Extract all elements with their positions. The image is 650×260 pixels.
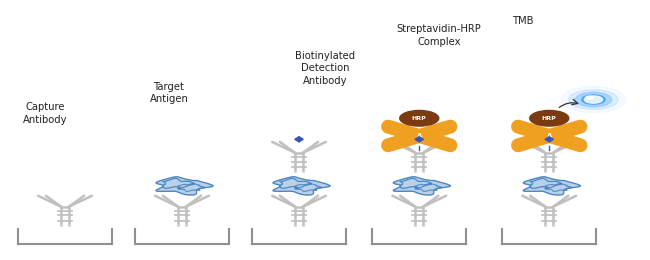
Circle shape xyxy=(584,96,603,103)
Text: TMB: TMB xyxy=(512,16,534,26)
Text: A: A xyxy=(547,133,552,139)
Text: HRP: HRP xyxy=(542,116,556,121)
Circle shape xyxy=(561,87,626,113)
Polygon shape xyxy=(415,137,424,142)
Polygon shape xyxy=(545,137,553,142)
Circle shape xyxy=(569,90,618,109)
Circle shape xyxy=(400,110,439,126)
Polygon shape xyxy=(156,177,213,195)
Text: Biotinylated
Detection
Antibody: Biotinylated Detection Antibody xyxy=(295,51,355,86)
Text: HRP: HRP xyxy=(412,116,426,121)
Polygon shape xyxy=(273,177,330,195)
Polygon shape xyxy=(393,177,450,195)
Circle shape xyxy=(530,110,569,126)
Text: Target
Antigen: Target Antigen xyxy=(150,82,188,104)
Circle shape xyxy=(582,95,605,104)
Polygon shape xyxy=(295,137,303,142)
Circle shape xyxy=(575,92,612,107)
Text: Capture
Antibody: Capture Antibody xyxy=(23,102,68,125)
Polygon shape xyxy=(523,177,580,195)
Circle shape xyxy=(586,96,593,99)
Text: A: A xyxy=(417,133,422,139)
Text: Streptavidin-HRP
Complex: Streptavidin-HRP Complex xyxy=(396,24,481,47)
